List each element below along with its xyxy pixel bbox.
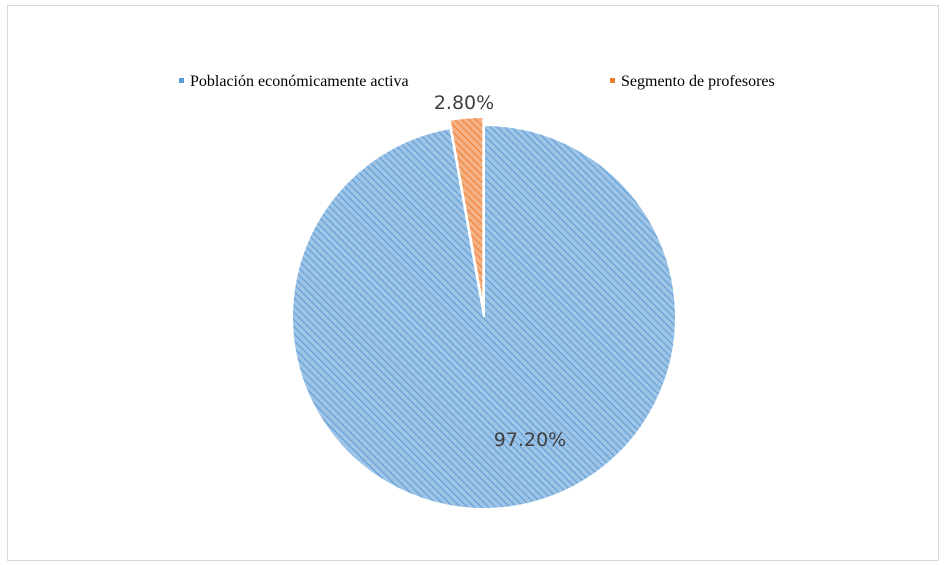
pie-chart: Población económicamente activa Segmento… — [179, 73, 775, 510]
legend-label-profesores: Segmento de profesores — [621, 73, 775, 90]
legend-swatch-profesores — [610, 78, 615, 83]
data-label-profesores: 2.80% — [434, 92, 494, 114]
pie-slices — [291, 116, 677, 510]
chart-area: Población económicamente activa Segmento… — [7, 5, 939, 561]
chart-legend: Población económicamente activa Segmento… — [179, 73, 775, 90]
legend-swatch-poblacion — [179, 78, 184, 83]
data-label-poblacion: 97.20% — [494, 429, 566, 451]
pie-slice-profesores — [448, 116, 485, 310]
legend-item-profesores: Segmento de profesores — [610, 73, 775, 90]
legend-item-poblacion: Población económicamente activa — [179, 73, 409, 90]
legend-label-poblacion: Población económicamente activa — [190, 73, 409, 90]
pie-slice-poblacion — [291, 123, 677, 510]
